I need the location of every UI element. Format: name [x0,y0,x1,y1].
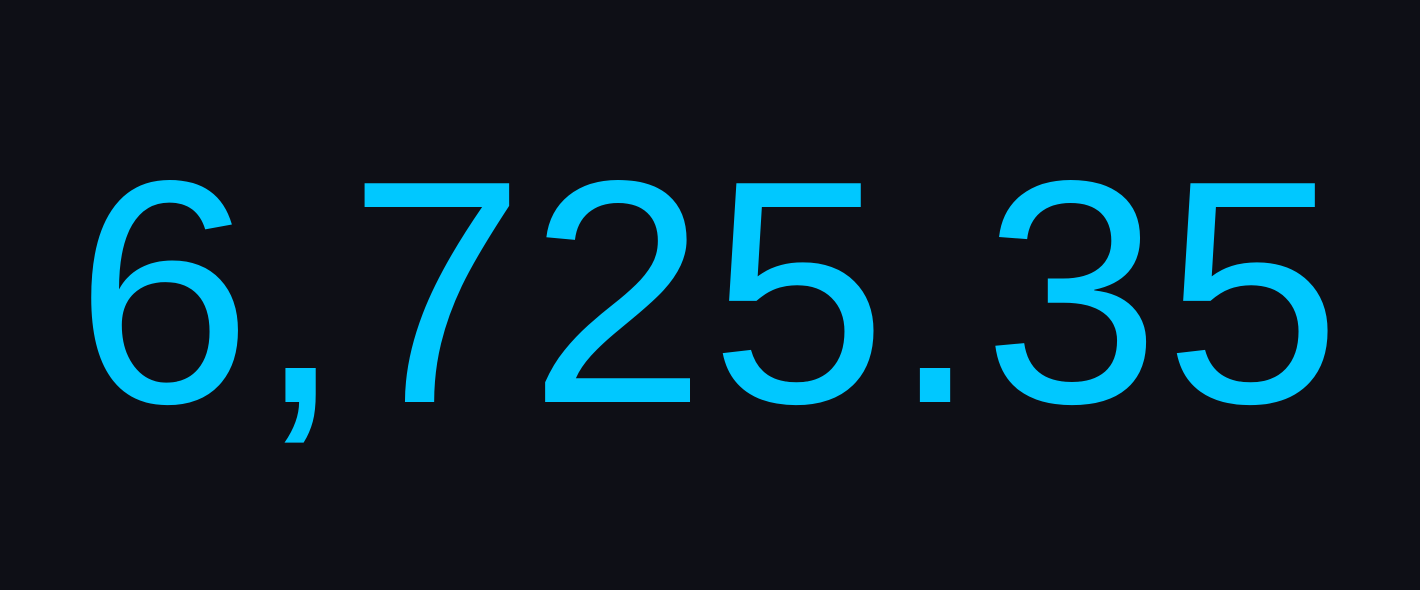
numeric-readout: 6,725.35 [75,115,1345,470]
